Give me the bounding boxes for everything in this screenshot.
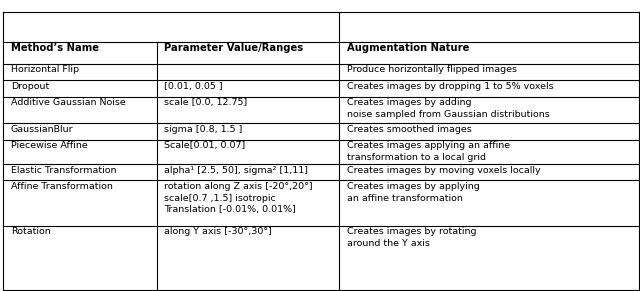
Text: Creates smoothed images: Creates smoothed images xyxy=(347,125,472,134)
Text: Horizontal Flip: Horizontal Flip xyxy=(11,65,79,74)
Text: Creates images by rotating
around the Y axis: Creates images by rotating around the Y … xyxy=(347,227,476,248)
Text: Rotation: Rotation xyxy=(11,227,51,236)
Text: sigma [0.8, 1.5 ]: sigma [0.8, 1.5 ] xyxy=(164,125,243,134)
Text: Affine Transformation: Affine Transformation xyxy=(11,182,113,191)
Text: alpha¹ [2.5, 50], sigma² [1,11]: alpha¹ [2.5, 50], sigma² [1,11] xyxy=(164,166,308,175)
Text: Augmentation Nature: Augmentation Nature xyxy=(347,43,469,53)
Text: Additive Gaussian Noise: Additive Gaussian Noise xyxy=(11,98,125,107)
Text: Method’s Name: Method’s Name xyxy=(11,43,99,53)
Text: Creates images by applying
an affine transformation: Creates images by applying an affine tra… xyxy=(347,182,479,203)
Text: Creates images by adding
noise sampled from Gaussian distributions: Creates images by adding noise sampled f… xyxy=(347,98,550,119)
Text: Dropout: Dropout xyxy=(11,82,49,91)
Text: Parameter Value/Ranges: Parameter Value/Ranges xyxy=(164,43,303,53)
Text: [0.01, 0.05 ]: [0.01, 0.05 ] xyxy=(164,82,223,91)
Text: scale [0.0, 12.75]: scale [0.0, 12.75] xyxy=(164,98,248,107)
Text: Scale[0.01, 0.07]: Scale[0.01, 0.07] xyxy=(164,141,246,150)
Text: Elastic Transformation: Elastic Transformation xyxy=(11,166,116,175)
Text: Creates images by moving voxels locally: Creates images by moving voxels locally xyxy=(347,166,541,175)
Text: Piecewise Affine: Piecewise Affine xyxy=(11,141,88,150)
Text: rotation along Z axis [-20°,20°]
scale[0.7 ,1.5] isotropic
Translation [-0.01%, : rotation along Z axis [-20°,20°] scale[0… xyxy=(164,182,313,214)
Text: Creates images applying an affine
transformation to a local grid: Creates images applying an affine transf… xyxy=(347,141,510,162)
Text: Creates images by dropping 1 to 5% voxels: Creates images by dropping 1 to 5% voxel… xyxy=(347,82,554,91)
Text: GaussianBlur: GaussianBlur xyxy=(11,125,74,134)
Text: Produce horizontally flipped images: Produce horizontally flipped images xyxy=(347,65,517,74)
Text: along Y axis [-30°,30°]: along Y axis [-30°,30°] xyxy=(164,227,273,236)
